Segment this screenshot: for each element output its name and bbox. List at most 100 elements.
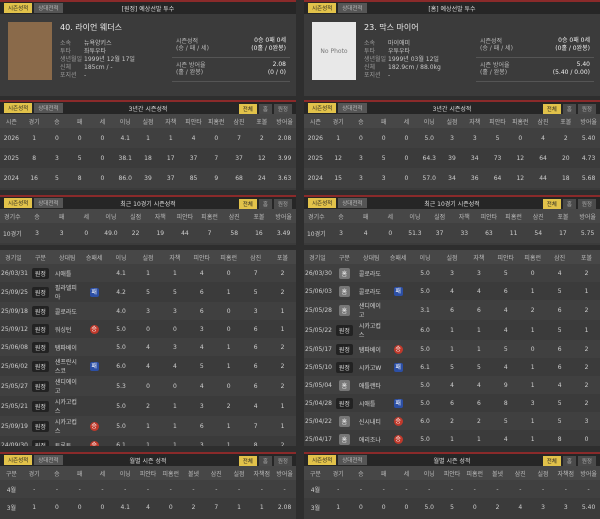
info-label: 투타 (364, 48, 376, 55)
cell: 12 (257, 154, 266, 162)
cell: 1 (226, 441, 231, 447)
tab[interactable]: 상대전적 (338, 3, 367, 13)
column-header: 실점 (531, 466, 555, 480)
column-header: 피홈런 (204, 114, 228, 128)
cell: 4.73 (581, 154, 596, 162)
cell: 0 (584, 435, 589, 443)
cell: 3 (438, 264, 466, 282)
cell: 0 (146, 325, 150, 333)
cell: 5.0 (107, 338, 135, 356)
cell: 홈 (330, 264, 358, 282)
cell: 1 (584, 326, 589, 334)
stats-table: 구분 경기 승 패 세 이닝 피안타 피홈런 볼넷 삼진 실점 자책점 방어율 4월 - - - - - - - - - - -… (0, 466, 296, 516)
cell: 2 (280, 362, 285, 370)
row: 25/06/03 홈 콜로라도 패 5.0 4 4 6 1 5 1 (304, 282, 600, 300)
column-header: 시즌 (0, 114, 23, 128)
cell: 38.1 (118, 154, 132, 162)
cell: 4 (518, 503, 523, 511)
info-value: - (388, 72, 391, 79)
tab[interactable]: 상대전적 (338, 198, 367, 208)
tab[interactable]: 상대전적 (34, 455, 63, 465)
filter[interactable]: 홈 (562, 456, 576, 466)
column-header: 승 (45, 114, 69, 128)
cell: 0 (73, 223, 99, 243)
cell: 7 (242, 416, 270, 436)
cell: 6 (546, 300, 574, 320)
header-row: 시즌 경기 승 패 세 이닝 실점 자책 피안타 피홈런 삼진 포볼 방어율 (0, 114, 296, 128)
result-badge: 패 (393, 398, 403, 408)
tab[interactable]: 시즌성적 (4, 455, 33, 465)
row: 25/05/04 홈 애틀랜타 5.0 4 4 9 1 4 2 (304, 376, 600, 394)
filter[interactable]: 원정 (273, 199, 292, 209)
cell: 0 (404, 154, 409, 162)
column-header: 피홈런 (215, 250, 243, 264)
row: 2024 16 5 8 0 86.0 39 37 85 9 68 24 3.63 (0, 168, 296, 188)
cell: 샌디에이고 (357, 300, 385, 320)
tab[interactable]: 시즌성적 (4, 3, 33, 13)
tab[interactable]: 시즌성적 (308, 3, 337, 13)
filter[interactable]: 전체 (542, 199, 561, 209)
filter[interactable]: 전체 (238, 104, 257, 114)
cell: 1 (476, 435, 481, 443)
cell: 5.0 (411, 376, 439, 394)
row: 25/05/21 원정 시카고컵스 5.0 2 1 3 2 4 1 (0, 396, 296, 416)
tab[interactable]: 시즌성적 (4, 198, 33, 208)
filter[interactable]: 전체 (238, 456, 257, 466)
filter[interactable]: 홈 (562, 104, 576, 114)
cell: 2025 (3, 154, 20, 162)
cell: 57.0 (417, 168, 441, 188)
cell: 7 (227, 128, 251, 148)
filter[interactable]: 전체 (542, 104, 561, 114)
tab[interactable]: 시즌성적 (308, 198, 337, 208)
cell: 3 (242, 302, 270, 320)
row: 25/05/17 원정 탬파베이 승 5.0 1 1 5 0 6 2 (304, 340, 600, 358)
info-value: 뉴욕양키스 (84, 40, 112, 47)
venue-badge: 원정 (31, 305, 49, 317)
filter[interactable]: 원정 (577, 199, 596, 209)
tab[interactable]: 시즌성적 (4, 103, 33, 113)
tab[interactable]: 상대전적 (338, 455, 367, 465)
filter[interactable]: 홈 (562, 199, 576, 209)
filter[interactable]: 원정 (273, 104, 292, 114)
column-header: 실점 (136, 114, 160, 128)
filter[interactable]: 전체 (542, 456, 561, 466)
cell: 5 (172, 288, 177, 296)
filter[interactable]: 원정 (577, 104, 596, 114)
cell: - (159, 480, 183, 498)
cell: 1 (280, 325, 285, 333)
cell: 5.0 (107, 416, 135, 436)
tab[interactable]: 상대전적 (34, 103, 63, 113)
filter[interactable]: 원정 (273, 456, 292, 466)
filter[interactable]: 전체 (238, 199, 257, 209)
stat-name: 시즌 방어율 (480, 62, 510, 69)
filter[interactable]: 홈 (258, 456, 272, 466)
tab[interactable]: 상대전적 (34, 3, 63, 13)
row: 4월 - - - - - - - - - - - - (0, 480, 296, 498)
filter[interactable]: 홈 (258, 104, 272, 114)
tab[interactable]: 상대전적 (34, 198, 63, 208)
cell: 37 (427, 223, 452, 243)
cell: 4 (188, 376, 216, 396)
cell: 49.0 (98, 223, 124, 243)
result-badge: 패 (393, 362, 403, 372)
cell: 신시내티 (357, 412, 385, 430)
monthly-table: 시즌성적 상대전적 월별 시즌 성적 전체 홈 원정 구분 경기 승 패 세 이닝 피안타 피홈런 볼넷 삼진… (304, 452, 600, 519)
stats-table: 경기일 구분 상대팀 승패세 이닝 실점 자책 피안타 피홈런 삼진 포볼 26/03/30 홈 콜로라도… (304, 250, 600, 446)
cell: 20 (561, 154, 570, 162)
info-value: 1999년 03월 12일 (388, 56, 439, 63)
stat: 시즌 방어율 (홀 / 완봉) 5.40 (5.40 / 0.00) (476, 58, 594, 82)
filter[interactable]: 원정 (577, 456, 596, 466)
cell: 5 (199, 362, 204, 370)
filter[interactable]: 홈 (258, 199, 272, 209)
row: 25/05/27 원정 샌디에이고 5.3 0 0 4 0 6 2 (0, 376, 296, 396)
tab[interactable]: 시즌성적 (308, 103, 337, 113)
column-header: 패 (372, 114, 396, 128)
tab[interactable]: 상대전적 (338, 103, 367, 113)
column-header: 구분 (330, 250, 358, 264)
tab[interactable]: 시즌성적 (308, 455, 337, 465)
venue-badge: 원정 (335, 361, 353, 373)
cell: 5 (486, 128, 509, 148)
row: 4월 - - - - - - - - - - - - (304, 480, 600, 498)
cell: 6 (476, 399, 481, 407)
venue-badge: 원정 (31, 323, 49, 335)
